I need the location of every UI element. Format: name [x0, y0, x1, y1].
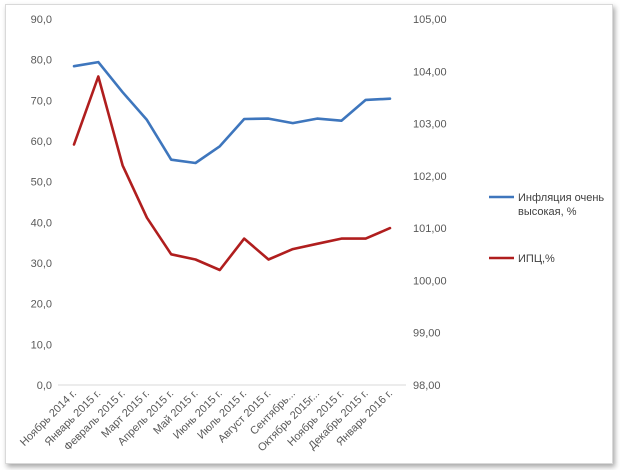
y-left-tick-label: 10,0: [31, 339, 52, 351]
y-left-tick-label: 60,0: [31, 136, 52, 148]
y-left-tick-label: 40,0: [31, 217, 52, 229]
y-right-tick-label: 98,00: [413, 380, 441, 392]
y-left-tick-label: 90,0: [31, 14, 52, 26]
y-left-tick-label: 70,0: [31, 95, 52, 107]
y-right-tick-label: 105,00: [413, 14, 447, 26]
y-right-tick-label: 103,00: [413, 119, 447, 131]
legend-label: высокая, %: [518, 206, 577, 218]
y-right-tick-label: 104,00: [413, 66, 447, 78]
y-right-tick-label: 101,00: [413, 223, 447, 235]
legend: Инфляция очень высокая, % ИПЦ,%: [489, 192, 604, 265]
y-left-tick-label: 30,0: [31, 258, 52, 270]
y-right-tick-label: 100,00: [413, 275, 447, 287]
y-left-tick-label: 20,0: [31, 299, 52, 311]
axes: 0,0 10,0 20,0 30,0 40,0 50,0 60,0 70,0 80,0 90,0 9…: [18, 14, 447, 454]
legend-label: Инфляция очень: [518, 192, 604, 204]
series-line: [72, 75, 392, 272]
series-lines: [72, 60, 392, 272]
y-right-tick-label: 99,00: [413, 328, 441, 340]
y-left-tick-label: 80,0: [31, 55, 52, 67]
y-left-tick-label: 0,0: [37, 380, 52, 392]
chart-frame: [5, 4, 613, 464]
y-left-tick-label: 50,0: [31, 177, 52, 189]
legend-label: ИПЦ,%: [518, 253, 555, 265]
y-right-tick-label: 102,00: [413, 171, 447, 183]
series-line: [72, 60, 392, 165]
